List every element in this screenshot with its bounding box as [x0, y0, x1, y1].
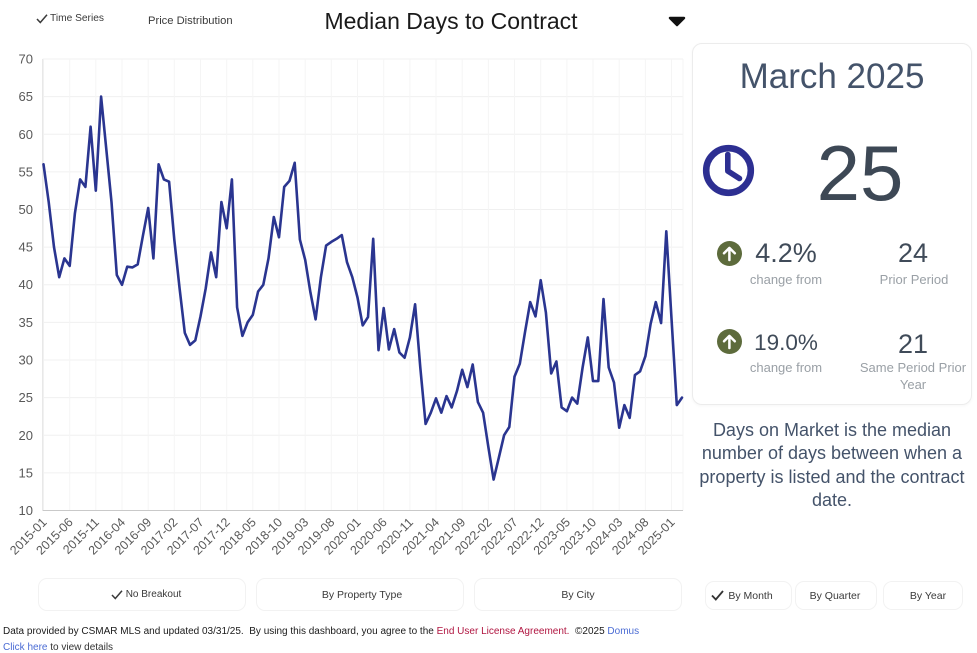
svg-text:45: 45: [19, 240, 33, 255]
svg-text:50: 50: [19, 202, 33, 217]
svg-text:60: 60: [19, 127, 33, 142]
svg-text:15: 15: [19, 465, 33, 480]
svg-text:25: 25: [19, 390, 33, 405]
svg-text:55: 55: [19, 164, 33, 179]
svg-text:20: 20: [19, 428, 33, 443]
svg-text:70: 70: [19, 52, 33, 67]
svg-text:30: 30: [19, 353, 33, 368]
svg-text:10: 10: [19, 503, 33, 518]
svg-text:40: 40: [19, 277, 33, 292]
svg-text:35: 35: [19, 315, 33, 330]
svg-text:65: 65: [19, 89, 33, 104]
